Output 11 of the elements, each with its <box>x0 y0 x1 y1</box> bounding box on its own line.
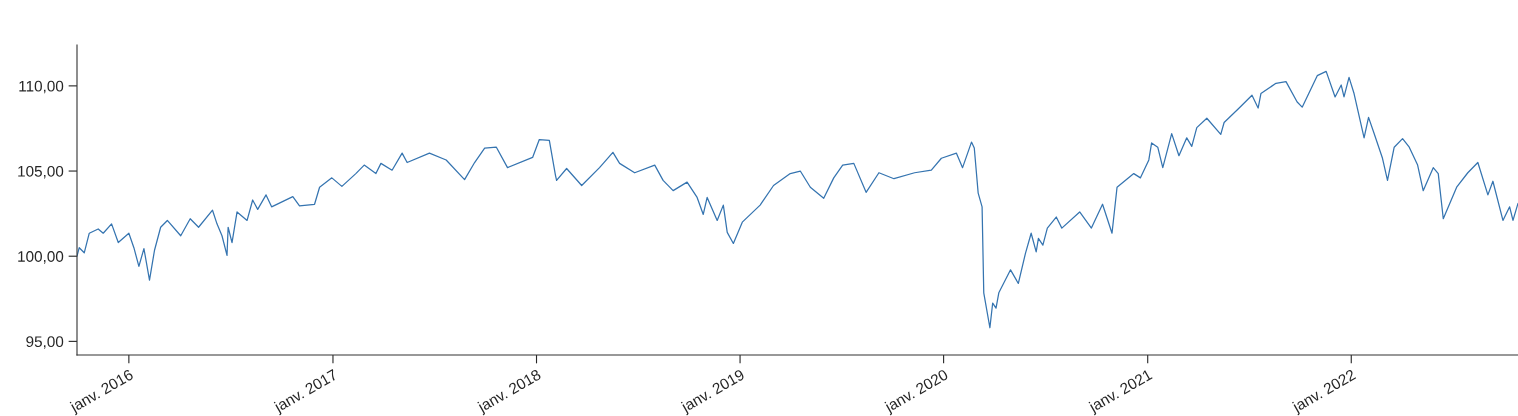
x-tick-label: janv. 2021 <box>1087 368 1155 416</box>
x-tick-label: janv. 2016 <box>68 368 136 416</box>
y-tick-label: 105,00 <box>18 165 64 179</box>
y-tick-label: 95,00 <box>26 336 64 349</box>
y-tick-label: 100,00 <box>18 251 64 264</box>
x-tick-label: janv. 2019 <box>679 368 747 416</box>
x-tick-label: janv. 2020 <box>883 368 951 416</box>
x-tick-label: janv. 2022 <box>1290 368 1358 416</box>
x-tick-label: janv. 2018 <box>476 368 544 416</box>
line-series <box>77 70 1518 329</box>
y-tick-label: 110,00 <box>19 80 64 94</box>
